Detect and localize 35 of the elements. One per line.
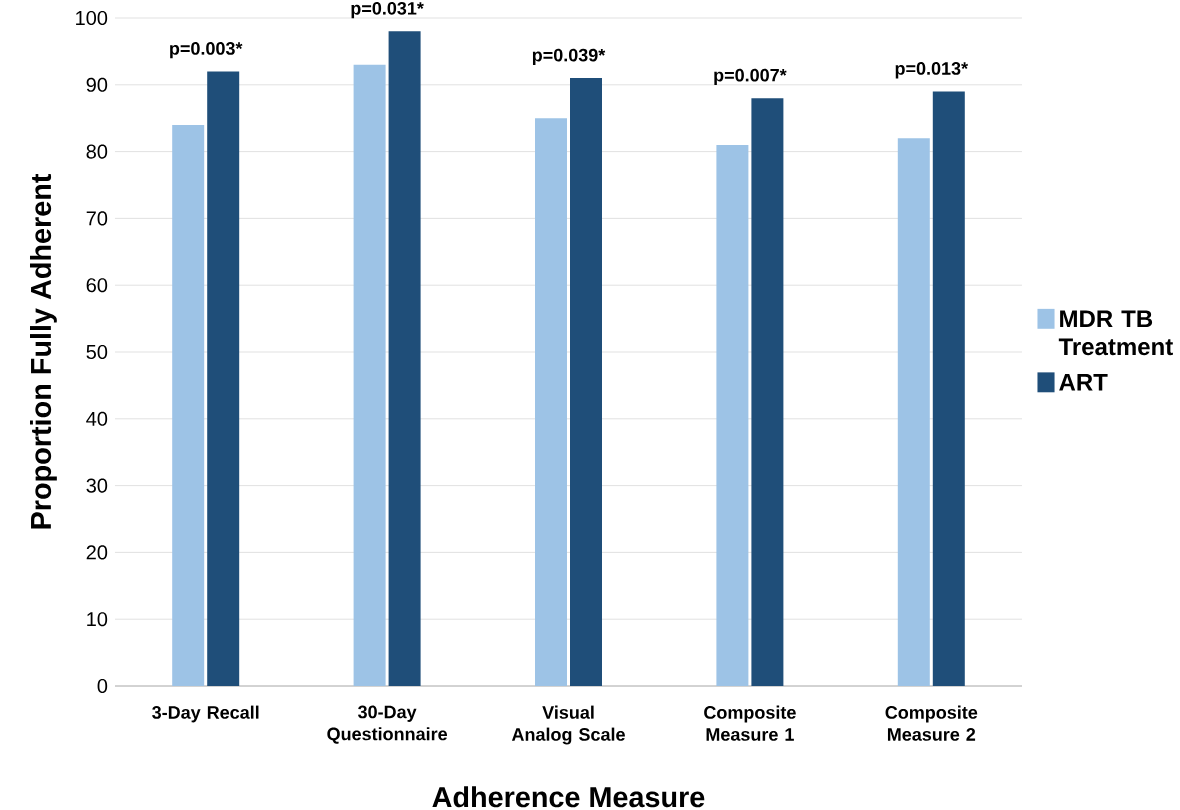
y-tick-label: 40: [86, 411, 108, 426]
bar: [751, 98, 784, 686]
bar: [535, 118, 567, 686]
x-tick-label: Composite Measure 2: [885, 705, 978, 741]
bar: [353, 64, 386, 686]
annotation: p=0.039*: [532, 48, 606, 66]
y-tick-label: 10: [87, 612, 108, 627]
annotation: p=0.013*: [895, 62, 969, 79]
bar: [716, 144, 749, 686]
y-tick-label: 20: [86, 545, 108, 560]
y-tick-label: 30: [86, 478, 108, 493]
x-tick-label: 3-Day Recall: [152, 705, 259, 723]
y-tick-label: 60: [86, 278, 108, 293]
x-tick-label: Visual Analog Scale: [511, 705, 625, 745]
bar: [172, 124, 205, 686]
bar: [897, 138, 930, 686]
annotation: p=0.031*: [351, 1, 424, 19]
y-tick-label: 50: [86, 344, 108, 360]
legend-label: ART: [1059, 374, 1108, 391]
bar: [932, 91, 965, 686]
legend-label: MDR TB Treatment: [1058, 310, 1173, 356]
x-axis-title: Adherence Measure: [432, 786, 705, 808]
y-tick-label: 90: [86, 77, 108, 92]
y-axis-title: Proportion Fully Adherent: [30, 173, 57, 529]
x-tick-label: 30-Day Questionnaire: [327, 705, 448, 744]
x-tick-label: Composite Measure 1: [704, 705, 796, 741]
y-tick-label: 0: [97, 678, 108, 694]
annotation: p=0.003*: [170, 42, 243, 59]
bar: [207, 71, 240, 686]
bar: [570, 78, 602, 686]
y-tick-label: 70: [86, 211, 108, 226]
y-tick-label: 80: [86, 144, 108, 159]
bar: [388, 31, 421, 686]
annotation: p=0.007*: [714, 68, 787, 86]
y-tick-label: 100: [76, 10, 108, 26]
